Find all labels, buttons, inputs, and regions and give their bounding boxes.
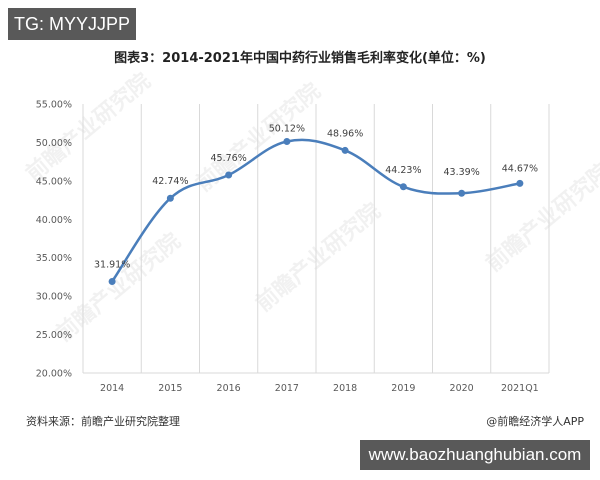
x-tick-label: 2017 [275, 383, 299, 394]
y-axis: 20.00% 25.00% 30.00% 35.00% 40.00% 45.00% 50.0… [36, 100, 72, 380]
tg-badge: TG: MYYJJPP [8, 8, 136, 40]
x-axis: 2014 2015 2016 2017 2018 2019 2020 2021Q1 [100, 383, 539, 394]
x-tick-label: 2015 [158, 383, 182, 394]
y-tick-label: 50.00% [36, 138, 72, 149]
data-point [341, 146, 349, 154]
x-tick-label: 2016 [217, 383, 241, 394]
data-label: 44.67% [502, 163, 538, 174]
y-tick-label: 40.00% [36, 215, 72, 226]
data-point [399, 183, 407, 191]
y-tick-label: 45.00% [36, 176, 72, 187]
data-point [225, 171, 233, 179]
data-label: 42.74% [152, 176, 188, 187]
y-tick-label: 20.00% [36, 369, 72, 380]
data-label: 31.91% [94, 259, 130, 270]
chart-grid [82, 104, 550, 374]
data-label: 48.96% [327, 128, 363, 139]
url-badge: www.baozhuanghubian.com [360, 440, 590, 470]
y-tick-label: 25.00% [36, 330, 72, 341]
data-label: 45.76% [211, 153, 247, 164]
y-tick-label: 30.00% [36, 292, 72, 303]
data-point [108, 277, 116, 285]
data-markers [108, 138, 524, 285]
x-tick-label: 2021Q1 [501, 383, 539, 394]
data-label: 43.39% [444, 167, 480, 178]
data-point [458, 189, 466, 197]
source-note: 资料来源：前瞻产业研究院整理 [26, 415, 180, 428]
data-point [516, 179, 524, 187]
x-tick-label: 2018 [333, 383, 357, 394]
data-label: 50.12% [269, 124, 305, 135]
chart-title: 图表3：2014-2021年中国中药行业销售毛利率变化(单位：%) [114, 51, 486, 66]
data-point [166, 194, 174, 202]
x-tick-label: 2019 [391, 383, 415, 394]
y-tick-label: 55.00% [36, 100, 72, 111]
y-tick-label: 35.00% [36, 253, 72, 264]
data-labels: 31.91% 42.74% 45.76% 50.12% 48.96% 44.23% 43.3… [94, 124, 538, 271]
line-chart: 20.00% 25.00% 30.00% 35.00% 40.00% 45.00% 50.0… [36, 100, 550, 394]
x-tick-label: 2020 [450, 383, 474, 394]
data-point [283, 138, 291, 146]
credit-note: @前瞻经济学人APP [486, 415, 584, 428]
data-label: 44.23% [385, 165, 421, 176]
x-tick-label: 2014 [100, 383, 124, 394]
